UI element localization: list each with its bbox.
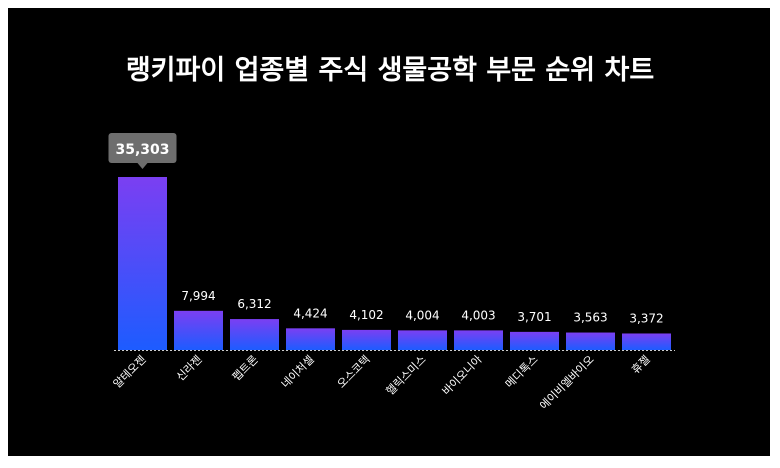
- bar-7: [454, 330, 503, 350]
- bar-10: [622, 333, 671, 350]
- data-label-1: 35,303: [115, 142, 169, 158]
- data-label-5: 4,102: [349, 308, 383, 322]
- data-label-2: 7,994: [181, 289, 215, 303]
- bar-4: [286, 328, 335, 350]
- x-tick-label-6: 헬릭스미스: [384, 353, 429, 398]
- data-label-3: 6,312: [237, 297, 271, 311]
- x-tick-label-8: 메디톡스: [503, 353, 541, 391]
- bar-9: [566, 332, 615, 350]
- bar-3: [230, 319, 279, 350]
- data-label-6: 4,004: [405, 308, 439, 322]
- x-tick-label-7: 바이오니아: [440, 353, 485, 398]
- x-tick-label-5: 오스코텍: [335, 353, 373, 391]
- x-tick-label-10: 휴젤: [629, 353, 653, 377]
- x-tick-label-2: 신라젠: [174, 353, 205, 384]
- x-tick-label-1: 알테오젠: [110, 352, 149, 391]
- data-label-4: 4,424: [293, 306, 327, 320]
- bar-1: [118, 177, 167, 350]
- data-label-8: 3,701: [517, 310, 551, 324]
- x-tick-label-4: 네이처셀: [279, 353, 317, 391]
- bar-8: [510, 331, 559, 350]
- x-tick-label-3: 펩트론: [230, 353, 261, 384]
- bar-6: [398, 330, 447, 350]
- data-label-9: 3,563: [573, 311, 607, 325]
- bar-2: [174, 310, 223, 350]
- bar-5: [342, 329, 391, 350]
- value-callout-pointer: [137, 163, 148, 169]
- data-label-10: 3,372: [629, 311, 663, 325]
- chart-title: 랭키파이 업종별 주식 생물공학 부문 순위 차트: [125, 55, 655, 86]
- x-tick-label-9: 에이비엘바이오: [537, 353, 596, 412]
- data-label-7: 4,003: [461, 308, 495, 322]
- value-callout-box: [108, 133, 177, 163]
